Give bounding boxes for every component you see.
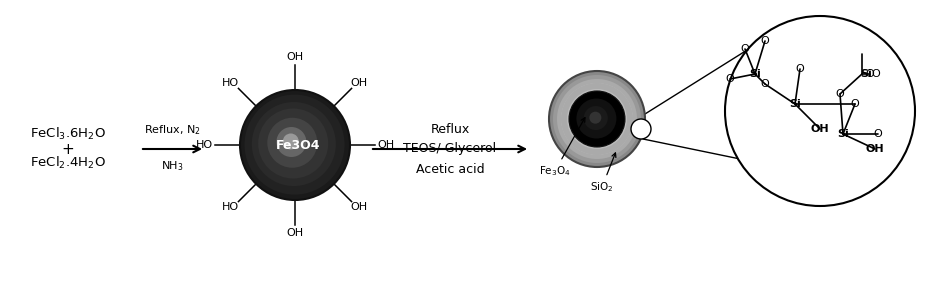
Text: O: O: [870, 69, 880, 79]
Ellipse shape: [282, 134, 298, 149]
Text: O: O: [865, 69, 873, 79]
Text: Si: Si: [836, 129, 848, 139]
Circle shape: [724, 16, 914, 206]
Ellipse shape: [561, 83, 632, 155]
Text: O: O: [795, 64, 803, 74]
Text: TEOS/ Glycerol: TEOS/ Glycerol: [403, 142, 496, 155]
Text: OH: OH: [865, 144, 884, 154]
Ellipse shape: [576, 99, 615, 138]
Ellipse shape: [548, 71, 645, 167]
Ellipse shape: [561, 83, 632, 155]
Text: OH: OH: [350, 78, 367, 88]
Text: Si: Si: [788, 99, 800, 109]
Ellipse shape: [568, 91, 624, 147]
Text: Acetic acid: Acetic acid: [415, 163, 484, 176]
Ellipse shape: [267, 118, 317, 168]
Text: O: O: [725, 74, 733, 84]
Text: O: O: [834, 89, 844, 99]
Text: OH: OH: [810, 124, 829, 134]
Ellipse shape: [552, 75, 640, 163]
Text: HO: HO: [222, 202, 239, 212]
Text: OH: OH: [377, 140, 395, 150]
Text: Si: Si: [859, 69, 871, 79]
Text: FeCl$_2$.4H$_2$O: FeCl$_2$.4H$_2$O: [30, 155, 106, 171]
Ellipse shape: [589, 112, 600, 124]
Text: Reflux, N$_2$: Reflux, N$_2$: [143, 123, 200, 137]
Text: OH: OH: [286, 52, 303, 62]
Text: O: O: [850, 99, 858, 109]
Ellipse shape: [565, 87, 629, 151]
Text: O: O: [872, 129, 882, 139]
Ellipse shape: [251, 102, 335, 186]
Text: O: O: [760, 36, 768, 46]
Text: SiO$_2$: SiO$_2$: [590, 153, 615, 194]
Circle shape: [631, 119, 650, 139]
Ellipse shape: [244, 95, 345, 194]
Text: O: O: [760, 79, 768, 89]
Text: Reflux: Reflux: [430, 123, 469, 136]
Text: OH: OH: [350, 202, 367, 212]
Ellipse shape: [276, 127, 306, 157]
Text: Fe$_3$O$_4$: Fe$_3$O$_4$: [538, 118, 584, 178]
Ellipse shape: [556, 79, 636, 159]
Text: O: O: [740, 44, 749, 54]
Ellipse shape: [583, 106, 607, 130]
Ellipse shape: [566, 89, 626, 149]
Ellipse shape: [258, 108, 328, 179]
Text: HO: HO: [222, 78, 239, 88]
Text: Fe3O4: Fe3O4: [276, 138, 320, 151]
Text: Si: Si: [749, 69, 760, 79]
Ellipse shape: [240, 90, 349, 200]
Text: FeCl$_3$.6H$_2$O: FeCl$_3$.6H$_2$O: [30, 126, 106, 142]
Text: NH$_3$: NH$_3$: [160, 159, 183, 173]
Text: OH: OH: [286, 228, 303, 238]
Text: +: +: [61, 142, 75, 157]
Text: HO: HO: [195, 140, 212, 150]
